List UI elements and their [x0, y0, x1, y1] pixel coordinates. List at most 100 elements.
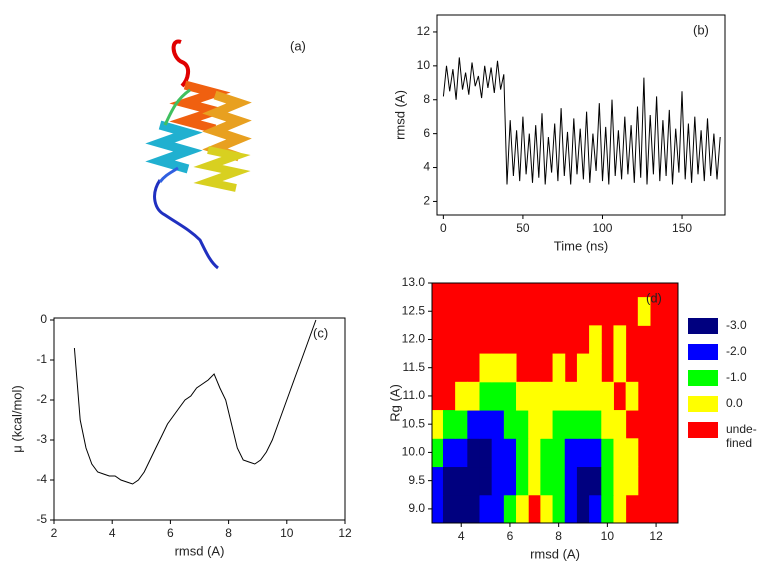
heat-cell	[589, 410, 602, 439]
heat-cell	[516, 466, 529, 496]
heat-cell	[613, 325, 627, 355]
protein-loop	[171, 39, 190, 88]
y-axis-label: μ (kcal/mol)	[9, 385, 24, 452]
x-tick-label: 0	[440, 221, 447, 235]
y-tick-label: -4	[36, 472, 47, 486]
y-tick-label: -2	[36, 392, 47, 406]
plot-frame	[53, 317, 346, 521]
heat-cell	[528, 410, 541, 439]
legend-label: unde-	[726, 422, 757, 436]
legend-swatch	[688, 344, 718, 360]
heat-cell	[455, 381, 468, 411]
plot-frame	[431, 282, 679, 524]
heat-cell	[442, 438, 456, 468]
heat-cell	[613, 353, 627, 383]
heat-cell	[637, 297, 651, 326]
heat-cell	[528, 466, 541, 496]
heat-cell	[613, 466, 627, 496]
heat-cell	[576, 438, 590, 468]
heat-cell	[552, 381, 566, 411]
heat-cell	[552, 410, 566, 439]
heat-cell	[503, 410, 517, 439]
legend-swatch	[688, 422, 718, 438]
x-tick-label: 4	[109, 526, 116, 540]
x-tick-label: 100	[592, 221, 612, 235]
x-tick-label: 4	[458, 529, 465, 543]
heat-cell	[491, 494, 505, 523]
y-tick-label: 2	[423, 194, 430, 208]
heat-cell	[589, 494, 602, 523]
heat-cell	[589, 381, 602, 411]
heat-cell	[625, 438, 639, 468]
heat-cell	[491, 353, 505, 383]
panel-label: (b)	[693, 22, 709, 37]
protein-loop	[153, 179, 219, 270]
heat-cell	[455, 466, 468, 496]
panel: -3.0 -2.0 -1.0 0.0 unde-fined 4 6 8 10 12 9.0 9.5 10…	[387, 275, 756, 561]
y-tick-label: 4	[423, 160, 430, 174]
heat-cell	[613, 410, 627, 439]
heat-cell	[613, 494, 627, 523]
legend-swatch	[688, 370, 718, 386]
x-axis-label: rmsd (A)	[530, 546, 580, 561]
x-tick-label: 8	[225, 526, 232, 540]
heat-cell	[516, 410, 529, 439]
heat-cell	[479, 353, 493, 383]
heat-cell	[552, 438, 566, 468]
heat-cell	[479, 410, 493, 439]
heat-cell	[516, 381, 529, 411]
heat-cell	[479, 381, 493, 411]
heat-cell	[432, 466, 444, 496]
y-tick-label: 10.0	[402, 445, 426, 459]
series-line	[442, 57, 721, 185]
cells	[432, 297, 651, 523]
legend-label: -2.0	[726, 344, 747, 358]
heat-cell	[589, 353, 602, 383]
y-tick-label: 10.5	[402, 416, 426, 430]
x-tick-label: 12	[649, 529, 663, 543]
heat-cell	[467, 494, 480, 523]
plot-frame	[436, 14, 726, 216]
x-tick-label: 6	[507, 529, 514, 543]
helix	[193, 146, 251, 192]
heat-cell	[564, 466, 578, 496]
heat-cell	[589, 325, 602, 355]
heat-cell	[576, 410, 590, 439]
heat-cell	[479, 466, 493, 496]
y-tick-label: 10	[417, 58, 431, 72]
heat-cell	[432, 410, 444, 439]
heat-cell	[491, 410, 505, 439]
heat-cell	[503, 438, 517, 468]
heat-cell	[467, 438, 480, 468]
heat-cell	[540, 381, 554, 411]
heat-cell	[467, 381, 480, 411]
x-tick-label: 10	[280, 526, 294, 540]
heat-cell	[601, 410, 614, 439]
y-tick-label: 12.0	[402, 332, 426, 346]
protein-cartoon	[145, 39, 252, 270]
legend-label: 0.0	[726, 396, 743, 410]
y-tick-label: -3	[36, 432, 47, 446]
series-line	[73, 319, 317, 485]
heat-cell	[552, 353, 566, 383]
protein-loop	[158, 166, 179, 183]
x-tick-label: 10	[601, 529, 615, 543]
y-tick-label: 9.0	[408, 501, 425, 515]
heat-cell	[540, 494, 554, 523]
x-axis-label: rmsd (A)	[175, 543, 225, 558]
legend-swatch	[688, 318, 718, 334]
heat-cell	[491, 381, 505, 411]
heat-cell	[528, 438, 541, 468]
heat-cell	[564, 381, 578, 411]
heat-cell	[625, 381, 639, 411]
heat-cell	[503, 381, 517, 411]
heat-cell	[576, 381, 590, 411]
heat-cell	[540, 438, 554, 468]
heat-cell	[479, 494, 493, 523]
heat-cell	[516, 494, 529, 523]
heat-cell	[613, 438, 627, 468]
x-tick-label: 6	[167, 526, 174, 540]
y-tick-label: 6	[423, 126, 430, 140]
